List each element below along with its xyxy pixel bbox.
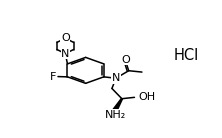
Text: N: N xyxy=(112,73,120,83)
Text: OH: OH xyxy=(138,92,156,102)
Polygon shape xyxy=(113,99,123,110)
Text: O: O xyxy=(61,33,70,43)
Text: HCl: HCl xyxy=(173,48,199,63)
Text: NH₂: NH₂ xyxy=(105,110,126,120)
Text: N: N xyxy=(61,49,69,59)
Text: F: F xyxy=(50,72,56,82)
Text: O: O xyxy=(122,55,131,64)
